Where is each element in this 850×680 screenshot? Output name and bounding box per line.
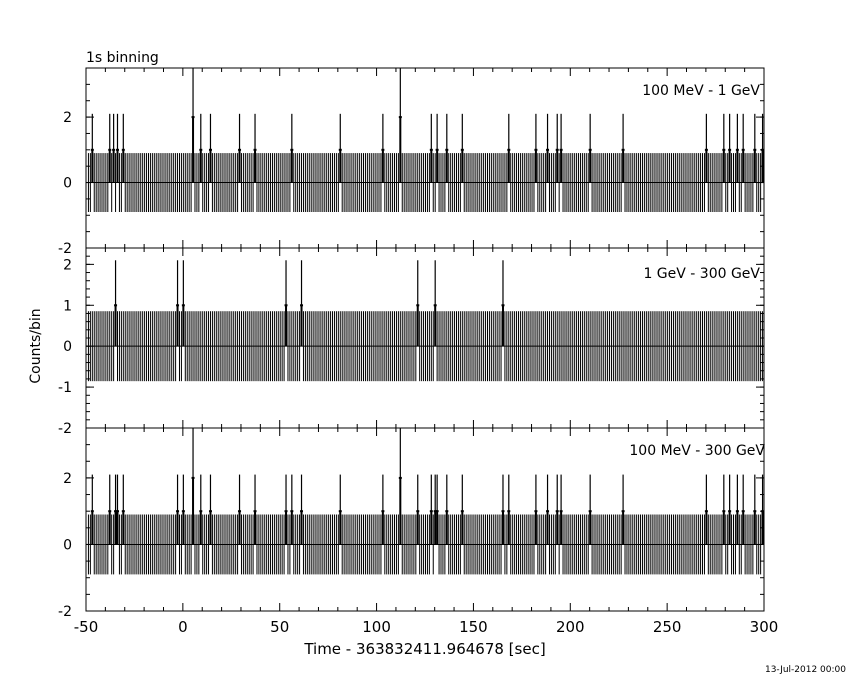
y-tick-label: 0 bbox=[63, 537, 72, 553]
panel-bottom: -2 0 2 -50 0 50 100 150 200 250 300 100 MeV - 300 … bbox=[58, 427, 779, 636]
panel-middle-bin-errorbars bbox=[86, 311, 764, 382]
x-tick-label: 100 bbox=[362, 618, 391, 636]
x-tick-label: 300 bbox=[750, 618, 779, 636]
panel-top-band-label: 100 MeV - 1 GeV bbox=[642, 83, 760, 99]
x-tick-label: -50 bbox=[74, 618, 99, 636]
panel-top-events bbox=[90, 68, 765, 183]
panel-middle-events bbox=[114, 260, 505, 347]
y-tick-label: -1 bbox=[58, 380, 72, 396]
x-tick-label: 150 bbox=[459, 618, 488, 636]
panel-bottom-events bbox=[90, 428, 765, 545]
panel-middle-band-label: 1 GeV - 300 GeV bbox=[643, 266, 760, 282]
binning-label: 1s binning bbox=[86, 50, 159, 66]
y-tick-label: -2 bbox=[58, 604, 72, 620]
x-axis-label: Time - 363832411.964678 [sec] bbox=[303, 640, 545, 658]
x-tick-label: 200 bbox=[556, 618, 585, 636]
panel-top-bin-errorbars bbox=[86, 153, 764, 212]
footer-date: 13-Jul-2012 00:00 bbox=[765, 665, 846, 675]
y-tick-label: 0 bbox=[63, 176, 72, 192]
y-tick-label: 0 bbox=[63, 339, 72, 355]
panel-middle: -2 -1 0 1 2 1 GeV - 300 GeV bbox=[58, 247, 765, 437]
x-tick-label: 0 bbox=[178, 618, 188, 636]
y-tick-label: -2 bbox=[58, 421, 72, 437]
x-tick-label: 250 bbox=[653, 618, 682, 636]
y-tick-label: 2 bbox=[63, 110, 72, 126]
panel-bottom-axes: -2 0 2 -50 0 50 100 150 200 250 300 bbox=[58, 427, 779, 636]
x-tick-label: 50 bbox=[270, 618, 289, 636]
y-tick-label: -2 bbox=[58, 241, 72, 257]
y-tick-label: 2 bbox=[63, 471, 72, 487]
y-tick-label: 2 bbox=[63, 257, 72, 273]
panel-bottom-band-label: 100 MeV - 300 GeV bbox=[629, 443, 765, 459]
panel-bottom-bin-errorbars bbox=[86, 514, 764, 575]
y-axis-label: Counts/bin bbox=[28, 308, 44, 383]
panel-frame bbox=[85, 427, 765, 612]
y-tick-label: 1 bbox=[63, 298, 72, 314]
panel-top: -2 0 2 100 MeV - 1 GeV bbox=[58, 67, 765, 257]
